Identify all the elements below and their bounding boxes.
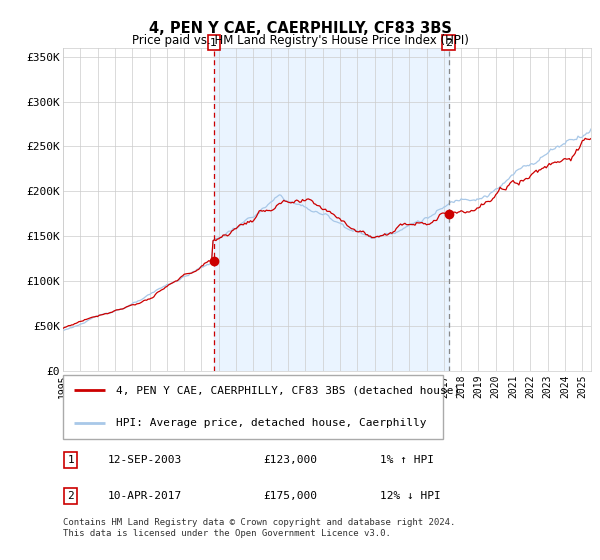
Text: 2: 2 xyxy=(68,491,74,501)
Text: Contains HM Land Registry data © Crown copyright and database right 2024.
This d: Contains HM Land Registry data © Crown c… xyxy=(63,519,455,538)
Text: 12-SEP-2003: 12-SEP-2003 xyxy=(108,455,182,465)
Text: £123,000: £123,000 xyxy=(263,455,317,465)
Text: 1: 1 xyxy=(68,455,74,465)
Text: 10-APR-2017: 10-APR-2017 xyxy=(108,491,182,501)
Text: 4, PEN Y CAE, CAERPHILLY, CF83 3BS (detached house): 4, PEN Y CAE, CAERPHILLY, CF83 3BS (deta… xyxy=(116,385,460,395)
Text: Price paid vs. HM Land Registry's House Price Index (HPI): Price paid vs. HM Land Registry's House … xyxy=(131,34,469,46)
Bar xyxy=(214,48,449,371)
Text: 1: 1 xyxy=(210,38,217,48)
Text: HPI: Average price, detached house, Caerphilly: HPI: Average price, detached house, Caer… xyxy=(116,418,426,428)
Text: £175,000: £175,000 xyxy=(263,491,317,501)
Text: 4, PEN Y CAE, CAERPHILLY, CF83 3BS: 4, PEN Y CAE, CAERPHILLY, CF83 3BS xyxy=(149,21,451,36)
Text: 2: 2 xyxy=(445,38,452,48)
Text: 1% ↑ HPI: 1% ↑ HPI xyxy=(380,455,434,465)
FancyBboxPatch shape xyxy=(63,375,443,439)
Text: 12% ↓ HPI: 12% ↓ HPI xyxy=(380,491,440,501)
